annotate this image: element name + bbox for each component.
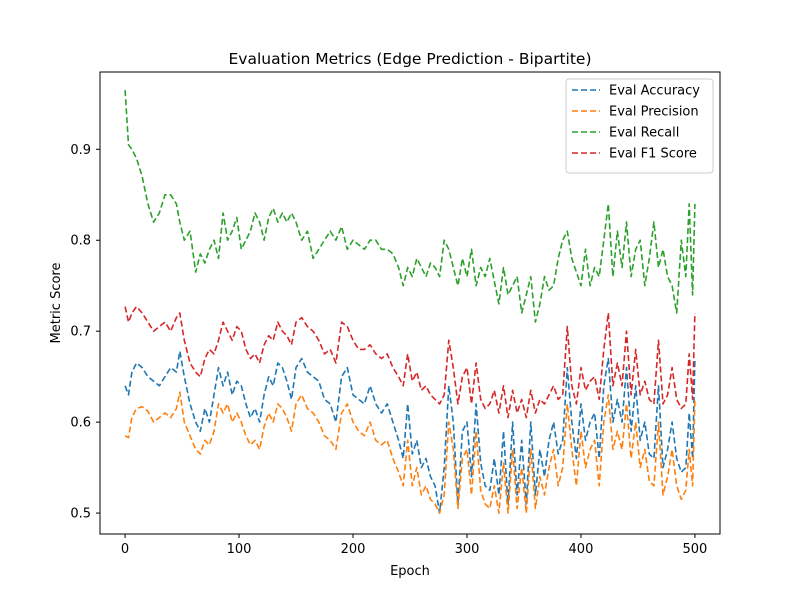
x-axis-title: Epoch	[390, 564, 430, 579]
y-tick-label: 0.5	[70, 507, 91, 522]
y-tick-label: 0.6	[70, 416, 91, 431]
y-tick-label: 0.9	[70, 143, 91, 158]
x-tick-label: 200	[341, 542, 366, 557]
x-tick-label: 100	[227, 542, 252, 557]
x-tick-label: 0	[121, 542, 129, 557]
series-line-eval-f1-score	[124, 305, 696, 419]
legend: Eval Accuracy Eval Precision Eval Recall Ev…	[565, 78, 714, 174]
y-axis-title: Metric Score	[49, 263, 64, 344]
legend-label: Eval F1 Score	[609, 147, 697, 162]
x-axis: 0 100 200 300 400 500	[121, 534, 707, 557]
y-tick-label: 0.8	[70, 234, 91, 249]
chart-title: Evaluation Metrics (Edge Prediction - Bi…	[228, 50, 591, 68]
x-tick-label: 300	[455, 542, 480, 557]
legend-box	[565, 78, 714, 174]
legend-label: Eval Recall	[609, 126, 679, 141]
legend-label: Eval Accuracy	[609, 84, 700, 99]
x-tick-label: 400	[569, 542, 594, 557]
x-tick-label: 500	[683, 542, 708, 557]
legend-label: Eval Precision	[609, 105, 699, 120]
series-line-eval-precision	[124, 391, 696, 514]
plot-area	[124, 90, 696, 514]
y-tick-label: 0.7	[70, 325, 91, 340]
series-line-eval-recall	[124, 90, 696, 323]
plot-frame	[99, 71, 721, 535]
y-axis: 0.5 0.6 0.7 0.8 0.9	[70, 143, 100, 522]
series-line-eval-accuracy	[124, 350, 696, 514]
